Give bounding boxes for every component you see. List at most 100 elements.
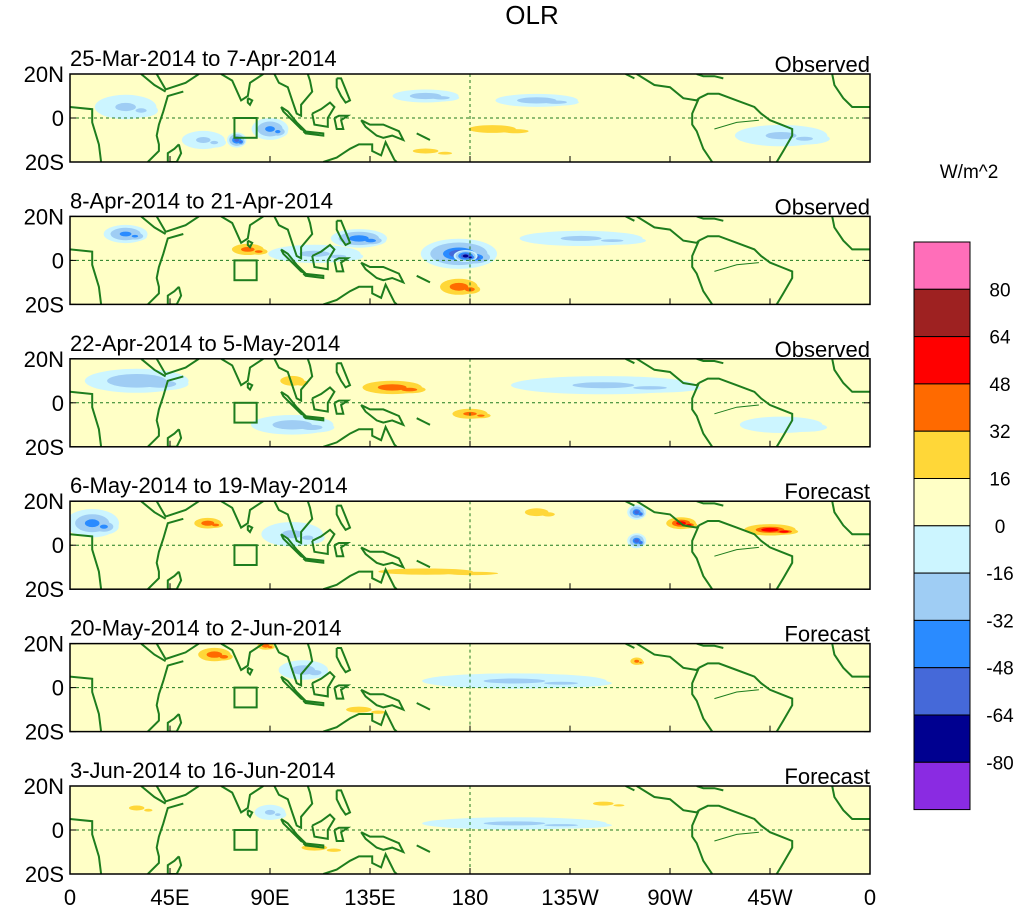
coastline — [831, 216, 870, 251]
coastline — [360, 688, 406, 712]
coastlines — [70, 358, 870, 447]
coastlines — [70, 501, 870, 590]
coastline — [360, 261, 406, 285]
coastline — [335, 77, 352, 104]
anomaly-contour — [131, 234, 139, 238]
coastline — [691, 97, 714, 162]
coastline — [147, 517, 184, 590]
coastline — [220, 358, 264, 387]
coastline — [302, 130, 325, 137]
colorbar-swatch — [913, 336, 971, 385]
coastlines — [70, 74, 870, 162]
anomaly-field — [84, 368, 828, 435]
colorbar-tick-label: 32 — [989, 422, 1010, 443]
anomaly-contour — [241, 247, 255, 252]
coastline — [140, 643, 167, 663]
anomaly-contour — [349, 235, 369, 242]
y-tick-label: 20N — [24, 347, 64, 372]
colorbar-tick-label: 64 — [989, 328, 1011, 349]
anomaly-field — [113, 797, 636, 857]
coastline — [335, 647, 352, 674]
coastline — [691, 240, 714, 305]
coastline — [166, 855, 183, 874]
coastline — [273, 643, 314, 688]
x-tick-label: 0 — [64, 885, 76, 910]
y-tick-label: 20S — [25, 292, 64, 317]
x-tick-label: 45E — [150, 885, 189, 910]
anomaly-contour — [545, 100, 567, 104]
coastline — [70, 248, 103, 305]
coastline — [246, 809, 254, 819]
coastline — [70, 390, 103, 447]
coastline — [166, 286, 183, 305]
coastline — [831, 501, 870, 536]
coastline — [311, 101, 336, 128]
y-tick-label: 20S — [25, 435, 64, 460]
anomaly-contour — [219, 655, 229, 659]
coastline — [311, 243, 336, 271]
coastline — [220, 501, 264, 530]
coastline — [280, 533, 307, 560]
panel-kind-label: Observed — [775, 194, 870, 219]
coastlines — [70, 643, 870, 732]
anomaly-contour — [544, 681, 578, 685]
coastline — [698, 377, 794, 447]
anomaly-contour — [261, 643, 270, 648]
anomaly-contour — [275, 813, 281, 816]
panel-5: 20N 0 20S 20-May-2014 to 2-Jun-2014 Forecast — [24, 616, 871, 745]
y-tick-label: 20N — [24, 489, 64, 514]
x-tick-label: 0 — [864, 885, 876, 910]
figure-title: OLR — [505, 0, 558, 30]
coastline — [220, 643, 264, 672]
coastline — [302, 415, 325, 422]
coastline — [273, 216, 314, 260]
coastline — [360, 404, 406, 427]
anomaly-contour — [560, 235, 602, 241]
anomaly-contour — [119, 231, 132, 237]
coastline — [698, 804, 794, 874]
river — [714, 119, 759, 130]
coastline — [691, 525, 714, 590]
y-tick-label: 20S — [25, 862, 64, 887]
anomaly-contour — [468, 256, 472, 259]
coastline — [311, 813, 336, 840]
anomaly-contour — [234, 138, 240, 142]
anomaly-contour — [541, 512, 555, 517]
anomaly-contour — [639, 541, 642, 544]
coastline — [311, 670, 336, 698]
coastline — [322, 424, 398, 447]
anomaly-contour — [206, 651, 223, 658]
region-box — [233, 686, 258, 709]
river — [714, 262, 759, 272]
coastline — [696, 358, 724, 365]
coastline — [280, 818, 307, 845]
anomaly-contour — [196, 137, 211, 143]
coastline — [416, 559, 431, 569]
coastline — [322, 709, 398, 732]
coastline — [140, 501, 167, 520]
anomaly-contour — [477, 414, 485, 417]
y-tick-label: 0 — [52, 818, 64, 843]
coastline — [696, 643, 724, 649]
river — [714, 689, 759, 700]
anomaly-contour — [239, 140, 242, 143]
y-tick-label: 0 — [52, 248, 64, 273]
anomaly-contour — [544, 824, 578, 827]
x-tick-label: 135E — [344, 885, 395, 910]
panel-period-label: 22-Apr-2014 to 5-May-2014 — [70, 331, 340, 356]
region-box — [233, 829, 258, 851]
coastline — [220, 786, 264, 814]
x-tick-label: 90W — [647, 885, 692, 910]
anomaly-contour — [437, 151, 453, 155]
coastline — [416, 274, 431, 284]
coastline — [360, 546, 406, 570]
colorbar-tick-label: 48 — [989, 375, 1010, 396]
coastline — [273, 786, 314, 830]
colorbar-swatch — [913, 667, 971, 716]
coastline — [302, 699, 325, 707]
coastline — [273, 501, 314, 545]
anomaly-contour — [781, 422, 828, 432]
coastline — [698, 662, 794, 732]
anomaly-contour — [401, 387, 418, 392]
panel-2: 20N 0 20S 8-Apr-2014 to 21-Apr-2014 Observed — [24, 188, 871, 317]
